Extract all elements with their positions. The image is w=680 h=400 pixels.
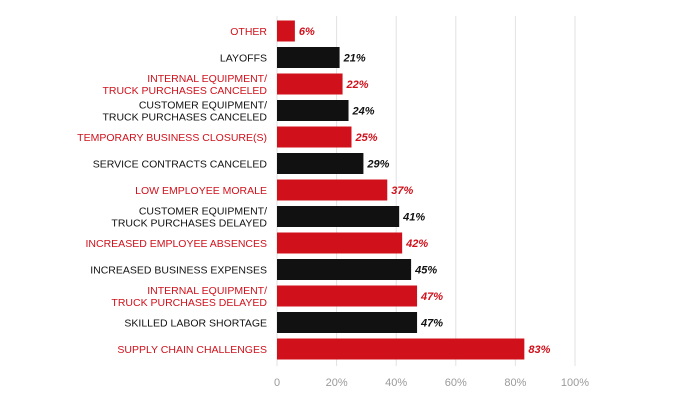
category-label-line: INTERNAL EQUIPMENT/: [147, 285, 267, 297]
category-label-line: OTHER: [230, 26, 267, 38]
category-label-11: SKILLED LABOR SHORTAGE: [124, 318, 267, 330]
value-label-8: 42%: [405, 238, 428, 250]
bar-5: [277, 153, 364, 174]
category-label-line: TEMPORARY BUSINESS CLOSURE(S): [77, 132, 267, 144]
value-label-0: 6%: [299, 26, 315, 38]
category-label-5: SERVICE CONTRACTS CANCELED: [93, 159, 268, 171]
category-label-line: CUSTOMER EQUIPMENT/: [139, 100, 267, 112]
value-label-1: 21%: [343, 53, 366, 65]
x-tick-label-3: 60%: [445, 377, 467, 389]
bar-8: [277, 232, 403, 254]
category-label-8: INCREASED EMPLOYEE ABSENCES: [86, 238, 267, 250]
value-label-4: 25%: [355, 132, 378, 144]
bar-1: [277, 47, 340, 68]
value-label-12: 83%: [528, 344, 550, 356]
category-label-line: SUPPLY CHAIN CHALLENGES: [117, 344, 267, 356]
bar-7: [277, 206, 400, 227]
bar-3: [277, 100, 349, 121]
category-label-line: SERVICE CONTRACTS CANCELED: [93, 159, 268, 171]
category-label-line: TRUCK PURCHASES CANCELED: [102, 112, 267, 124]
value-labels: 6% 21% 22% 24% 25% 29% 37% 41% 42% 45% 47% 47% 83%: [299, 26, 551, 356]
category-label-line: INCREASED EMPLOYEE ABSENCES: [86, 238, 267, 250]
category-label-line: LOW EMPLOYEE MORALE: [135, 185, 267, 197]
category-label-2: INTERNAL EQUIPMENT/TRUCK PURCHASES CANCE…: [102, 73, 267, 97]
category-label-line: SKILLED LABOR SHORTAGE: [124, 318, 267, 330]
x-axis-tick-labels: 0 20% 40% 60% 80% 100%: [274, 377, 589, 389]
value-label-10: 47%: [420, 291, 443, 303]
value-label-11: 47%: [420, 318, 443, 330]
x-tick-label-4: 80%: [504, 377, 526, 389]
category-label-4: TEMPORARY BUSINESS CLOSURE(S): [77, 132, 267, 144]
category-label-1: LAYOFFS: [220, 53, 267, 65]
x-tick-label-5: 100%: [561, 377, 589, 389]
value-label-5: 29%: [366, 159, 389, 171]
category-label-10: INTERNAL EQUIPMENT/TRUCK PURCHASES DELAY…: [111, 285, 267, 309]
bar-11: [277, 312, 418, 333]
value-label-2: 22%: [346, 79, 369, 91]
category-label-0: OTHER: [230, 26, 267, 38]
category-labels: OTHER LAYOFFS INTERNAL EQUIPMENT/TRUCK PUR…: [77, 26, 267, 356]
category-label-12: SUPPLY CHAIN CHALLENGES: [117, 344, 267, 356]
value-label-3: 24%: [352, 106, 375, 118]
category-label-3: CUSTOMER EQUIPMENT/TRUCK PURCHASES CANCE…: [102, 100, 267, 124]
x-tick-label-2: 40%: [385, 377, 407, 389]
category-label-6: LOW EMPLOYEE MORALE: [135, 185, 267, 197]
category-label-line: INTERNAL EQUIPMENT/: [147, 73, 267, 85]
category-label-line: LAYOFFS: [220, 53, 267, 65]
value-label-9: 45%: [414, 265, 437, 277]
bar-2: [277, 73, 343, 95]
bar-6: [277, 179, 388, 201]
bar-4: [277, 126, 352, 148]
x-tick-label-1: 20%: [326, 377, 348, 389]
bar-10: [277, 285, 418, 307]
category-label-line: INCREASED BUSINESS EXPENSES: [90, 265, 267, 277]
category-label-7: CUSTOMER EQUIPMENT/TRUCK PURCHASES DELAY…: [111, 206, 267, 230]
value-label-7: 41%: [402, 212, 425, 224]
category-label-line: TRUCK PURCHASES DELAYED: [111, 297, 267, 309]
value-label-6: 37%: [391, 185, 413, 197]
category-label-line: TRUCK PURCHASES DELAYED: [111, 218, 267, 230]
bars: [277, 20, 525, 360]
bar-12: [277, 338, 525, 360]
bar-9: [277, 259, 412, 280]
category-label-line: TRUCK PURCHASES CANCELED: [102, 85, 267, 97]
x-tick-label-0: 0: [274, 377, 280, 389]
category-label-9: INCREASED BUSINESS EXPENSES: [90, 265, 267, 277]
category-label-line: CUSTOMER EQUIPMENT/: [139, 206, 267, 218]
bar-0: [277, 20, 295, 42]
